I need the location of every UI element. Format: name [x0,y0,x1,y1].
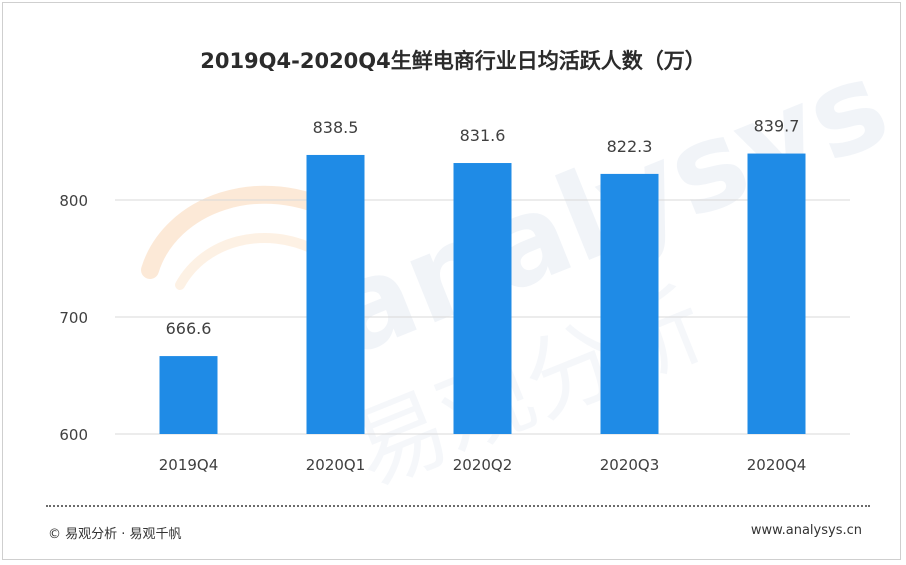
bar [306,154,365,434]
source-note: © 易观分析 · 易观千帆 [48,527,182,542]
y-tick-label: 800 [59,192,88,210]
x-tick-label: 2020Q1 [306,456,366,474]
website-link[interactable]: www.analysys.cn [750,523,862,538]
footer-divider [46,505,870,507]
x-tick-label: 2020Q3 [600,456,660,474]
data-label: 838.5 [313,118,359,137]
y-axis-ticks: 600 700 800 [59,192,88,444]
data-label: 831.6 [460,126,506,145]
y-tick-label: 700 [59,309,88,327]
bar [159,356,218,434]
bar [453,163,512,434]
x-tick-label: 2020Q4 [747,456,807,474]
x-tick-label: 2019Q4 [159,456,219,474]
data-label: 822.3 [607,137,653,156]
chart-title: 2019Q4-2020Q4生鲜电商行业日均活跃人数（万） [200,49,706,73]
bar [600,173,659,434]
y-tick-label: 600 [59,426,88,444]
x-axis-ticks: 2019Q4 2020Q1 2020Q2 2020Q3 2020Q4 [159,456,807,474]
value-labels: 666.6 838.5 831.6 822.3 839.7 [166,117,800,339]
bar [747,153,806,434]
data-label: 666.6 [166,319,212,338]
data-label: 839.7 [754,117,800,136]
x-tick-label: 2020Q2 [453,456,513,474]
bars [159,153,806,434]
